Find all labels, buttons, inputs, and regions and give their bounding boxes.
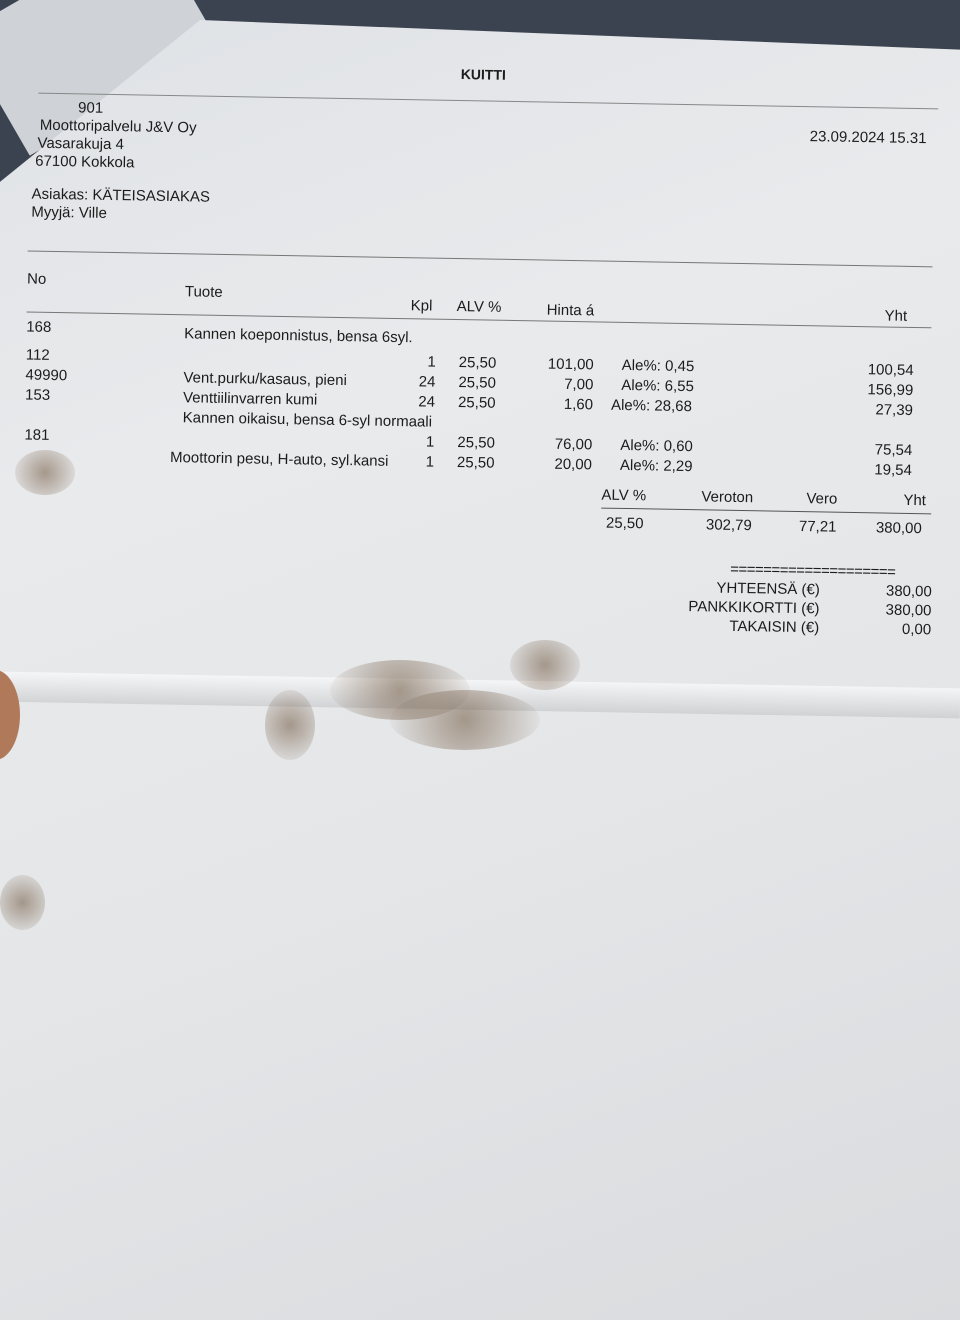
item-qty: 1 <box>425 433 435 451</box>
hand <box>0 670 20 760</box>
company-name: Moottoripalvelu J&V Oy <box>39 116 197 137</box>
item-total: 75,54 <box>874 441 913 459</box>
item-qty: 1 <box>427 353 436 371</box>
item-vat: 25,50 <box>458 354 497 372</box>
item-product: Venttiilinvarren kumi <box>182 389 318 409</box>
fingerprint-stain <box>15 450 75 495</box>
receipt-datetime: 23.09.2024 15.31 <box>809 128 927 148</box>
vat-header-rate: ALV % <box>601 486 647 505</box>
item-vat: 25,50 <box>456 454 495 472</box>
table-row: Moottorin pesu, H-auto, syl.kansi 1 25,5… <box>0 0 960 479</box>
item-vat: 25,50 <box>457 434 496 452</box>
company-street: Vasarakuja 4 <box>37 134 125 154</box>
receipt-paper <box>0 20 960 1320</box>
change-label: TAKAISIN (€) <box>729 617 820 637</box>
item-total: 156,99 <box>867 381 914 399</box>
header-no: No <box>26 270 47 288</box>
table-row: 1 25,50 76,00 Ale%: 0,60 75,54 <box>0 0 960 459</box>
vat-net: 302,79 <box>705 516 752 535</box>
item-qty: 24 <box>418 393 436 411</box>
separator: ==================== <box>730 560 896 581</box>
item-qty: 24 <box>418 373 436 391</box>
item-price: 1,60 <box>563 395 594 414</box>
vat-tax: 77,21 <box>798 518 837 536</box>
table-row: 153 Venttiilinvarren kumi 24 25,50 1,60 … <box>0 0 960 418</box>
receipt-title: KUITTI <box>460 66 507 83</box>
item-discount: Ale%: 0,45 <box>621 356 695 376</box>
group-no: 168 <box>26 318 52 336</box>
item-total: 19,54 <box>874 461 913 479</box>
item-vat: 25,50 <box>457 394 496 412</box>
item-discount: Ale%: 2,29 <box>619 456 693 476</box>
item-discount: Ale%: 6,55 <box>621 376 695 396</box>
fingerprint-stain <box>510 640 580 690</box>
vat-rate: 25,50 <box>605 514 644 533</box>
header-total: Yht <box>884 307 908 325</box>
fingerprint-stain <box>0 875 45 930</box>
item-qty: 1 <box>425 453 435 471</box>
header-vat: ALV % <box>456 298 502 316</box>
group-label: Kannen koeponnistus, bensa 6syl. <box>184 325 413 347</box>
item-total: 100,54 <box>867 361 914 380</box>
fingerprint-stain <box>265 690 315 760</box>
group-label: Kannen oikaisu, bensa 6-syl normaali <box>182 409 433 431</box>
table-row: 112 1 25,50 101,00 Ale%: 0,45 100,54 <box>0 0 960 379</box>
item-vat: 25,50 <box>458 374 497 392</box>
item-no: 112 <box>25 346 50 364</box>
vat-header-total: Yht <box>903 491 927 510</box>
item-price: 101,00 <box>547 355 594 374</box>
divider <box>601 507 932 515</box>
item-discount: Ale%: 28,68 <box>610 396 693 416</box>
header-qty: Kpl <box>410 297 433 315</box>
item-discount: Ale%: 0,60 <box>620 436 694 456</box>
vat-header-net: Veroton <box>701 488 754 507</box>
total-label: YHTEENSÄ (€) <box>716 579 820 599</box>
item-product: Moottorin pesu, H-auto, syl.kansi <box>169 449 389 470</box>
group-no: 181 <box>24 426 50 444</box>
item-price: 7,00 <box>564 375 594 394</box>
vat-total: 380,00 <box>875 519 922 538</box>
item-product: Vent.purku/kasaus, pieni <box>183 369 348 390</box>
item-total: 27,39 <box>875 401 914 419</box>
item-price: 20,00 <box>554 455 593 474</box>
item-no: 153 <box>24 386 51 404</box>
item-no: 49990 <box>25 366 68 385</box>
seller: Myyjä: Ville <box>31 203 108 222</box>
header-unit-price: Hinta á <box>546 301 595 320</box>
header-product: Tuote <box>184 283 223 301</box>
customer: Asiakas: KÄTEISASIAKAS <box>31 185 211 206</box>
company-city: 67100 Kokkola <box>35 152 135 172</box>
payment-value: 380,00 <box>885 601 932 620</box>
item-price: 76,00 <box>554 435 593 454</box>
change-value: 0,00 <box>901 620 932 639</box>
table-row: 49990 Vent.purku/kasaus, pieni 24 25,50 … <box>0 0 960 399</box>
payment-label: PANKKIKORTTI (€) <box>688 598 820 618</box>
total-value: 380,00 <box>885 582 932 601</box>
vat-header-tax: Vero <box>806 490 838 508</box>
divider <box>38 92 939 110</box>
divider <box>27 250 933 268</box>
company-id: 901 <box>77 99 104 117</box>
fingerprint-stain <box>390 690 540 750</box>
